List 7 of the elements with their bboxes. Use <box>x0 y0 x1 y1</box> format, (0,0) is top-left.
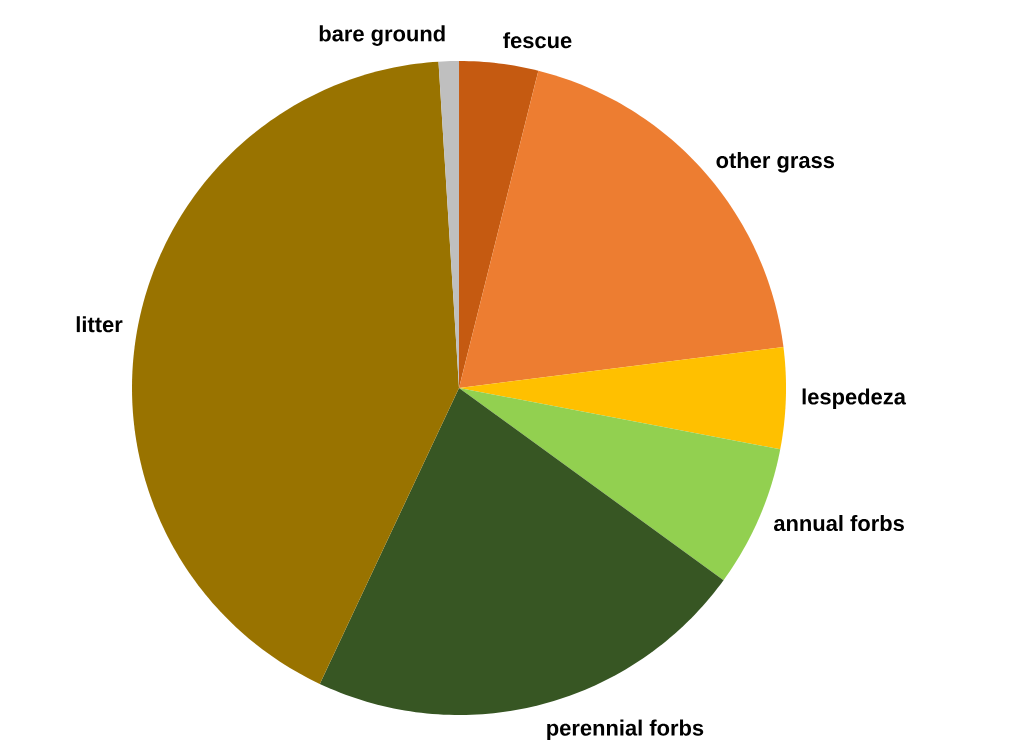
slice-label: lespedeza <box>802 388 907 409</box>
slice-label: litter <box>76 316 123 333</box>
slice-label: fescue <box>503 32 572 49</box>
slice-label: other grass <box>716 152 835 173</box>
slice-label: annual forbs <box>773 515 904 532</box>
slice-label: perennial forbs <box>547 719 704 741</box>
slice-label: bare ground <box>319 25 445 46</box>
